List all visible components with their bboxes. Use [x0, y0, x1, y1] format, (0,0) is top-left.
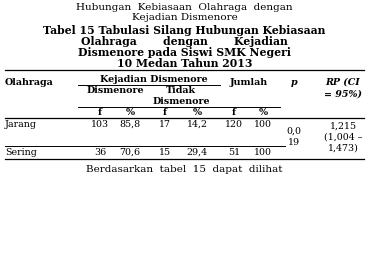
Text: 14,2: 14,2: [186, 120, 207, 129]
Text: 120: 120: [225, 120, 243, 129]
Text: 0,0
19: 0,0 19: [286, 127, 301, 147]
Text: %: %: [193, 108, 201, 117]
Text: 29,4: 29,4: [186, 148, 207, 157]
Text: Olahraga: Olahraga: [5, 78, 54, 87]
Text: %: %: [125, 108, 135, 117]
Text: 51: 51: [228, 148, 240, 157]
Text: 100: 100: [254, 120, 272, 129]
Text: Sering: Sering: [5, 148, 37, 157]
Text: f: f: [163, 108, 167, 117]
Text: Olahraga       dengan       Kejadian: Olahraga dengan Kejadian: [81, 36, 288, 47]
Text: Berdasarkan  tabel  15  dapat  dilihat: Berdasarkan tabel 15 dapat dilihat: [86, 165, 283, 174]
Text: Jarang: Jarang: [5, 120, 37, 129]
Text: Tabel 15 Tabulasi Silang Hubungan Kebiasaan: Tabel 15 Tabulasi Silang Hubungan Kebias…: [43, 25, 326, 36]
Text: Dismenore: Dismenore: [86, 86, 144, 95]
Text: f: f: [232, 108, 236, 117]
Text: 10 Medan Tahun 2013: 10 Medan Tahun 2013: [117, 58, 252, 69]
Text: p: p: [291, 78, 297, 87]
Text: Tidak
Dismenore: Tidak Dismenore: [152, 86, 210, 106]
Text: 36: 36: [94, 148, 106, 157]
Text: Kejadian Dismenore: Kejadian Dismenore: [100, 75, 207, 84]
Text: 17: 17: [159, 120, 171, 129]
Text: %: %: [258, 108, 268, 117]
Text: 100: 100: [254, 148, 272, 157]
Text: 70,6: 70,6: [120, 148, 141, 157]
Text: Jumlah: Jumlah: [230, 78, 268, 87]
Text: Kejadian Dismenore: Kejadian Dismenore: [132, 13, 237, 22]
Text: Dismenore pada Siswi SMK Negeri: Dismenore pada Siswi SMK Negeri: [78, 47, 291, 58]
Text: 1,215
(1,004 –
1,473): 1,215 (1,004 – 1,473): [324, 121, 362, 153]
Text: 15: 15: [159, 148, 171, 157]
Text: RP (CI
= 95%): RP (CI = 95%): [324, 78, 362, 98]
Text: Hubungan  Kebiasaan  Olahraga  dengan: Hubungan Kebiasaan Olahraga dengan: [76, 3, 293, 12]
Text: 103: 103: [91, 120, 109, 129]
Text: f: f: [98, 108, 102, 117]
Text: 85,8: 85,8: [120, 120, 141, 129]
